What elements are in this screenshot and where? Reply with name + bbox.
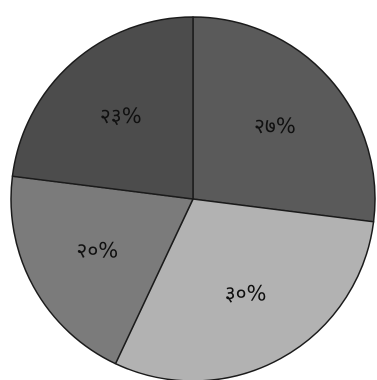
pie-slice-2	[10, 175, 195, 365]
pie-slice-label-2: २०%	[76, 239, 118, 263]
pie-labels: २७% ३०% २०% २३%	[76, 104, 295, 306]
pie-slices	[10, 16, 376, 380]
pie-slice-3	[11, 16, 194, 200]
pie-slice-1	[114, 198, 375, 380]
pie-slice-label-3: २३%	[100, 104, 142, 128]
pie-slice-label-0: २७%	[254, 114, 296, 138]
pie-slice-label-1: ३०%	[225, 282, 267, 306]
pie-slice-0	[192, 16, 376, 223]
